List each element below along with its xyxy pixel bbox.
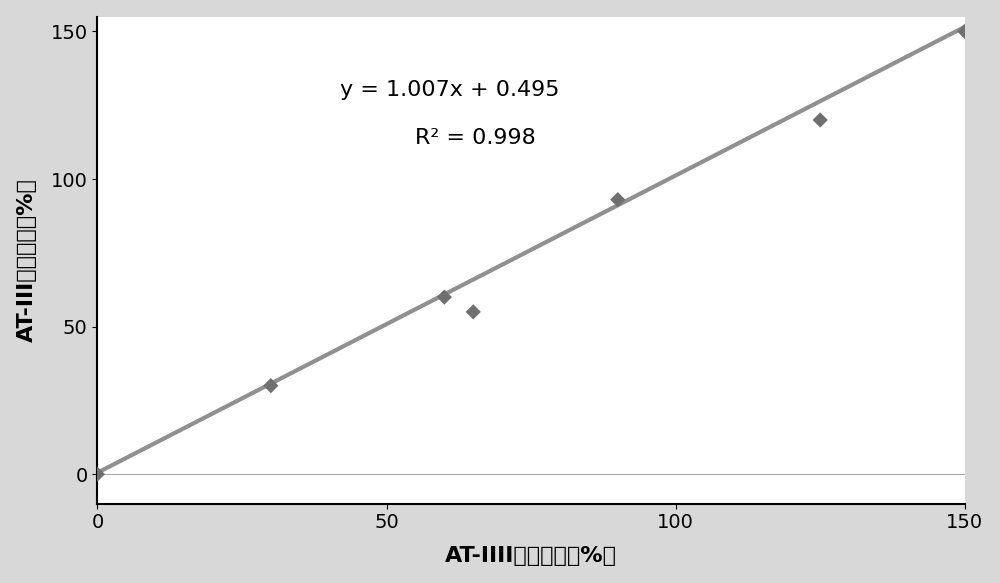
Text: y = 1.007x + 0.495: y = 1.007x + 0.495 xyxy=(340,80,560,100)
Point xyxy=(610,195,626,205)
Text: R² = 0.998: R² = 0.998 xyxy=(415,128,536,147)
Point xyxy=(957,27,973,36)
Y-axis label: AT-III测试浓度（%）: AT-III测试浓度（%） xyxy=(17,178,37,342)
Point xyxy=(436,293,452,302)
X-axis label: AT-IIII理论浓度（%）: AT-IIII理论浓度（%） xyxy=(445,546,617,566)
Point xyxy=(812,115,828,125)
Point xyxy=(89,469,105,479)
Point xyxy=(465,307,481,317)
Point xyxy=(263,381,279,390)
